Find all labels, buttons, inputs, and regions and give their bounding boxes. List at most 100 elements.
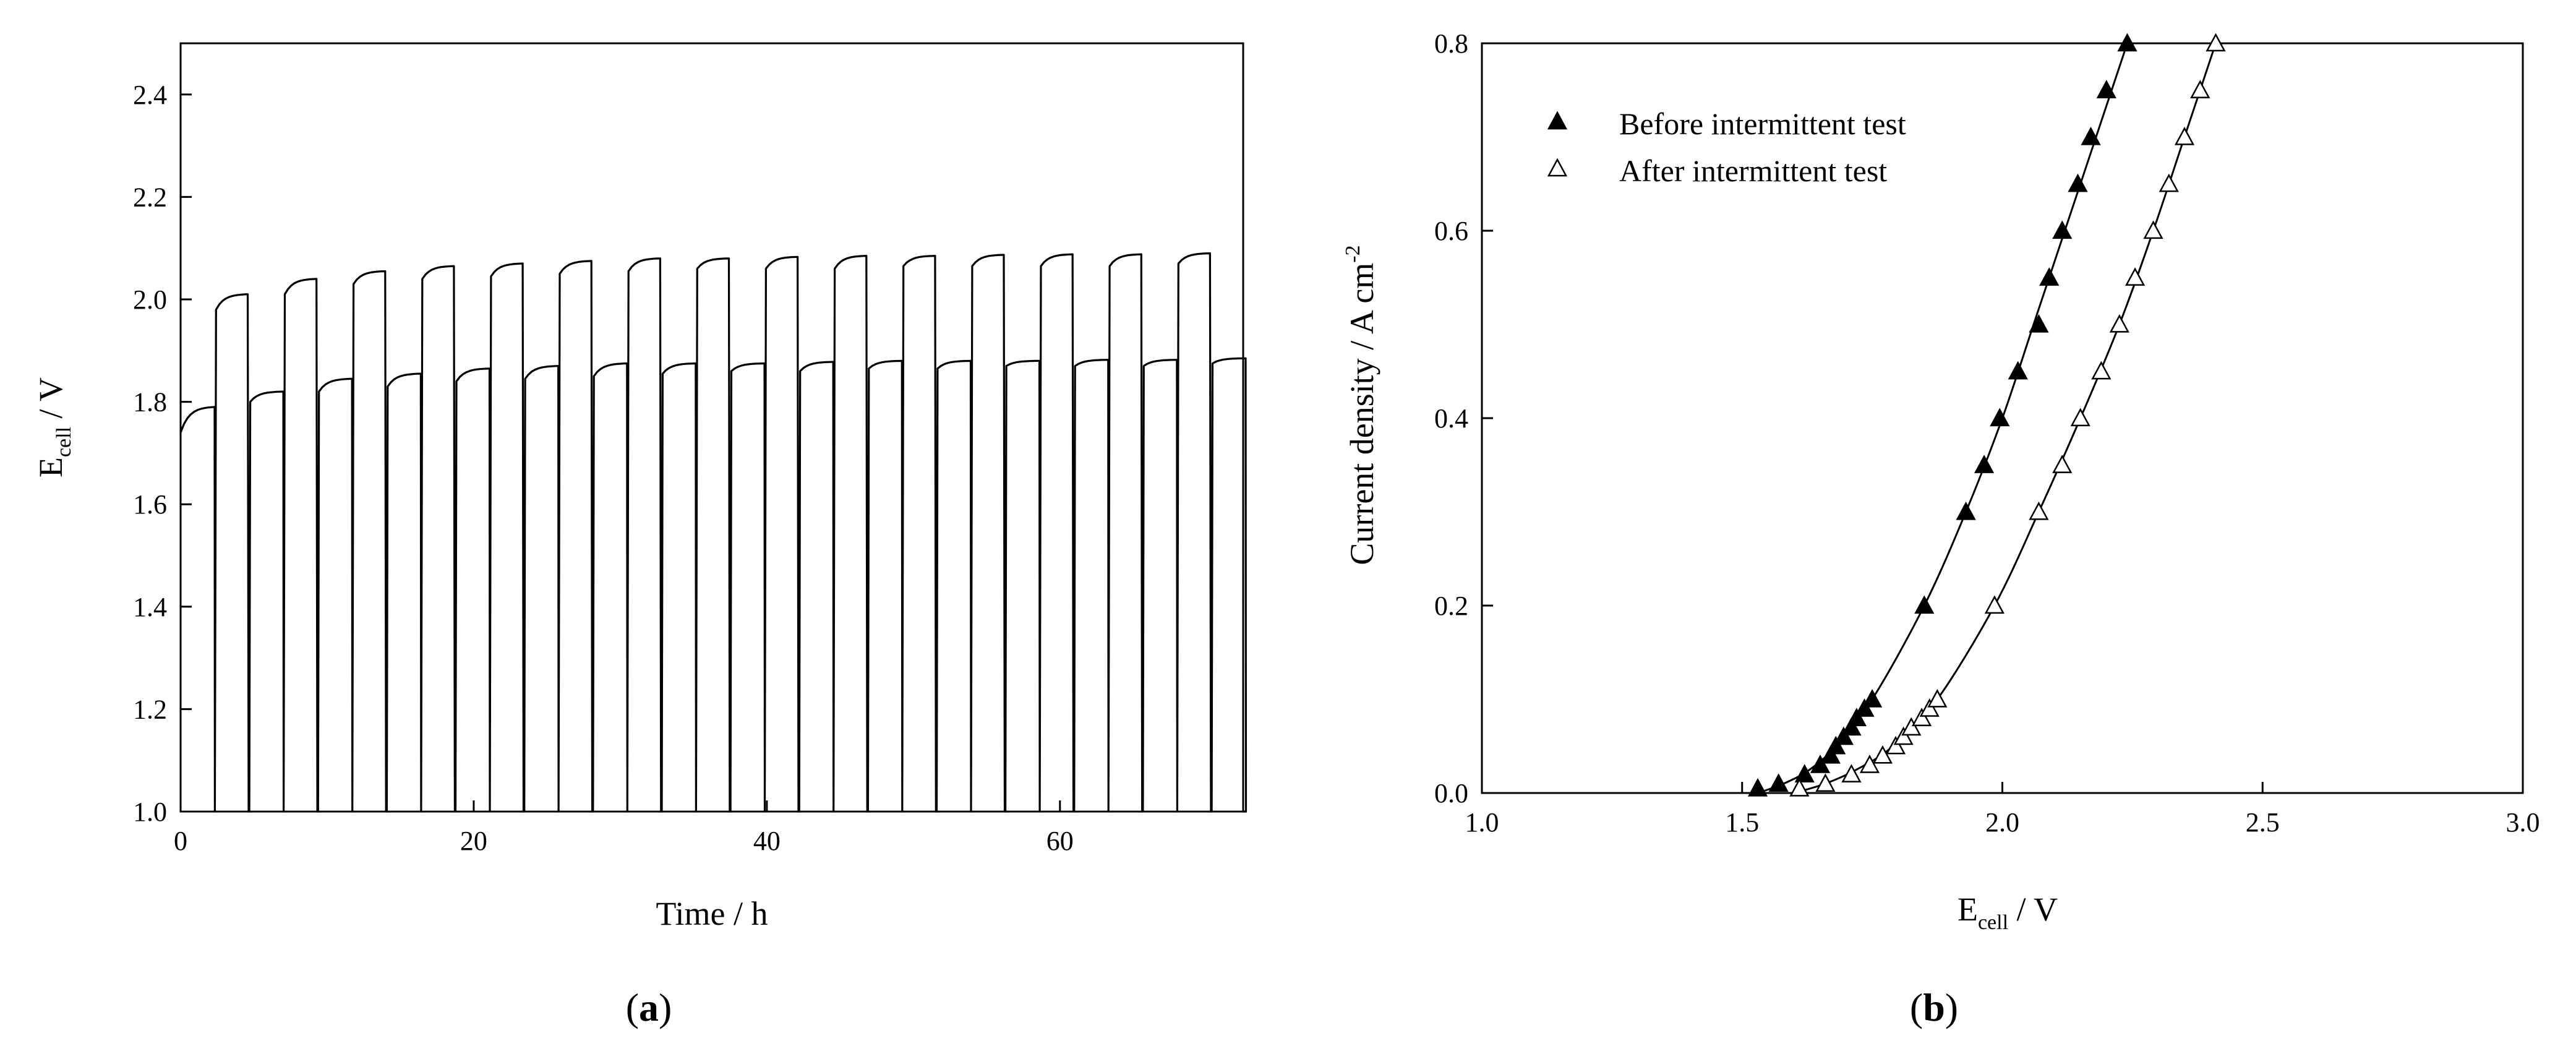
- panel-label-b: (b): [1910, 985, 1958, 1029]
- data-point-after: [2125, 267, 2146, 286]
- data-point-after: [2070, 408, 2090, 427]
- y-label-a-sub: cell: [53, 427, 75, 457]
- y-axis-label-b: Current density / A cm-2: [1341, 245, 1380, 565]
- data-point-after: [1893, 726, 1914, 745]
- data-point-after: [2174, 126, 2195, 145]
- data-point-after: [1841, 764, 1862, 782]
- data-point-after: [2109, 314, 2129, 333]
- data-point-before: [2068, 173, 2088, 192]
- data-markers-group: [1747, 33, 2226, 797]
- data-point-before: [1914, 595, 1935, 614]
- data-point-before: [2029, 314, 2049, 333]
- data-point-before: [1974, 455, 1995, 473]
- data-point-before: [2081, 126, 2101, 145]
- plot-frame-a: [179, 42, 1244, 813]
- x-ticks-b: 1.0 1.5 2.0 2.5 3.0: [1465, 782, 2540, 838]
- y-tick-label-b: 0.2: [1434, 591, 1468, 621]
- data-point-after: [2029, 501, 2049, 520]
- panel-label-a: (a): [626, 985, 672, 1029]
- x-tick-label-a: 60: [1046, 826, 1074, 856]
- y-label-b-sup: -2: [1341, 245, 1364, 262]
- x-tick-label-b: 1.5: [1725, 807, 1759, 838]
- x-axis-label-b: Ecell / V: [1958, 891, 2058, 934]
- y-ticks-a: 1.0 1.2 1.4 1.6 1.8 2.0 2.2 2.4: [133, 80, 192, 827]
- y-tick-label-a: 1.0: [133, 797, 167, 827]
- legend-label-after: After intermittent test: [1619, 153, 1887, 188]
- x-tick-label-b: 2.5: [2246, 807, 2280, 838]
- y-tick-label-a: 2.0: [133, 285, 167, 315]
- data-point-before: [2008, 361, 2028, 380]
- legend: Before intermittent test After intermitt…: [1547, 106, 1906, 188]
- data-point-after: [1885, 735, 1906, 755]
- y-ticks-b: 0.0 0.2 0.4 0.6 0.8: [1434, 28, 1493, 808]
- voltage-trace-group: [179, 252, 1247, 813]
- panel-label-b-letter: b: [1923, 985, 1945, 1029]
- data-point-after: [2159, 173, 2179, 192]
- data-point-before: [1833, 726, 1854, 745]
- x-tick-label-a: 40: [753, 826, 781, 856]
- data-point-after: [1911, 708, 1932, 726]
- legend-marker-after: [1547, 158, 1568, 177]
- panel-label-a-close: ): [659, 985, 672, 1029]
- data-point-after: [1872, 745, 1893, 764]
- legend-marker-before: [1547, 111, 1568, 130]
- y-label-a-rest: / V: [32, 377, 69, 427]
- data-point-after: [2091, 361, 2112, 380]
- x-label-b-main: E: [1958, 891, 1978, 928]
- y-tick-label-a: 1.4: [133, 592, 167, 622]
- panel-label-b-open: (: [1910, 985, 1923, 1029]
- data-point-after: [1927, 688, 1948, 708]
- y-tick-label-a: 2.4: [133, 80, 167, 110]
- y-tick-label-a: 1.8: [133, 387, 167, 418]
- y-label-a-main: E: [32, 457, 69, 478]
- data-point-before: [1990, 408, 2010, 427]
- y-tick-label-a: 1.6: [133, 489, 167, 520]
- data-point-before: [1956, 501, 1976, 520]
- data-point-after: [1815, 773, 1836, 792]
- panel-label-a-open: (: [626, 985, 639, 1029]
- data-point-after: [1789, 778, 1810, 797]
- x-label-b-sub: cell: [1978, 911, 2008, 934]
- data-point-after: [1901, 717, 1922, 736]
- x-tick-label-b: 1.0: [1465, 807, 1499, 838]
- y-tick-label-b: 0.4: [1434, 403, 1468, 434]
- data-point-before: [1854, 698, 1875, 717]
- data-point-before: [1820, 745, 1841, 764]
- x-tick-label-a: 20: [460, 826, 487, 856]
- x-tick-label-a: 0: [174, 826, 187, 856]
- data-point-before: [2052, 220, 2073, 239]
- data-point-after: [1984, 595, 2005, 614]
- data-point-after: [2052, 455, 2073, 473]
- data-point-after: [2143, 220, 2163, 239]
- voltage-trace: [179, 252, 1247, 813]
- data-point-before: [2117, 33, 2137, 52]
- x-tick-label-b: 3.0: [2506, 807, 2540, 838]
- y-tick-label-b: 0.6: [1434, 216, 1468, 246]
- panel-label-b-close: ): [1945, 985, 1958, 1029]
- data-point-before: [1826, 735, 1846, 755]
- y-axis-label-a: Ecell / V: [32, 377, 75, 478]
- panel-a: 0 20 40 60 1.0 1.2 1.4 1.6 1.8 2.0 2.2 2.4 Time / …: [32, 42, 1247, 1029]
- x-tick-label-b: 2.0: [1985, 807, 2019, 838]
- data-point-before: [1810, 754, 1831, 773]
- data-point-after: [1919, 698, 1940, 717]
- data-point-before: [1747, 778, 1768, 797]
- panel-b: 1.0 1.5 2.0 2.5 3.0 0.0 0.2 0.4 0.6 0.8 Before i…: [1341, 28, 2540, 1029]
- legend-label-before: Before intermittent test: [1619, 106, 1906, 141]
- data-point-after: [2206, 33, 2226, 52]
- x-axis-label-a: Time / h: [656, 895, 768, 932]
- data-point-before: [1862, 688, 1883, 708]
- x-ticks-a: 0 20 40 60: [174, 800, 1074, 856]
- data-point-after: [1859, 754, 1880, 773]
- data-point-before: [1794, 764, 1815, 782]
- data-point-before: [1846, 708, 1867, 726]
- data-point-before: [2096, 80, 2116, 98]
- data-point-after: [2190, 80, 2210, 98]
- data-point-before: [2039, 267, 2060, 286]
- y-label-b-main: Current density / A cm: [1343, 263, 1380, 565]
- y-tick-label-b: 0.0: [1434, 778, 1468, 808]
- panel-label-a-letter: a: [639, 985, 659, 1029]
- data-point-before: [1841, 717, 1862, 736]
- y-tick-label-a: 2.2: [133, 182, 167, 212]
